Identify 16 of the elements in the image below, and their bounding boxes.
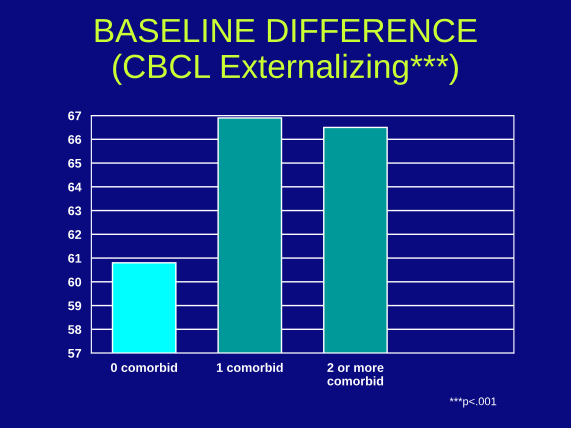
y-tick-label: 65	[68, 158, 82, 168]
y-tick-label: 66	[68, 135, 82, 144]
y-tick-label: 63	[68, 206, 82, 216]
chart-title: BASELINE DIFFERENCE (CBCL Externalizing***)	[96, 18, 477, 85]
y-tick-label: 57	[68, 349, 82, 358]
text: ***p<.001	[450, 397, 496, 408]
y-tick-label: 64	[68, 182, 82, 192]
y-tick-label: 58	[68, 325, 82, 334]
x-tick-label: 2 or more comorbid	[327, 363, 384, 386]
y-tick-label: 59	[68, 301, 82, 310]
x-tick-label: 1 comorbid	[216, 362, 283, 372]
x-tick-label: 0 comorbid	[110, 362, 178, 372]
y-tick-label: 62	[68, 230, 82, 239]
y-tick-label: 61	[68, 254, 82, 263]
y-tick-label: 67	[68, 111, 82, 120]
y-tick-label: 60	[68, 278, 82, 286]
